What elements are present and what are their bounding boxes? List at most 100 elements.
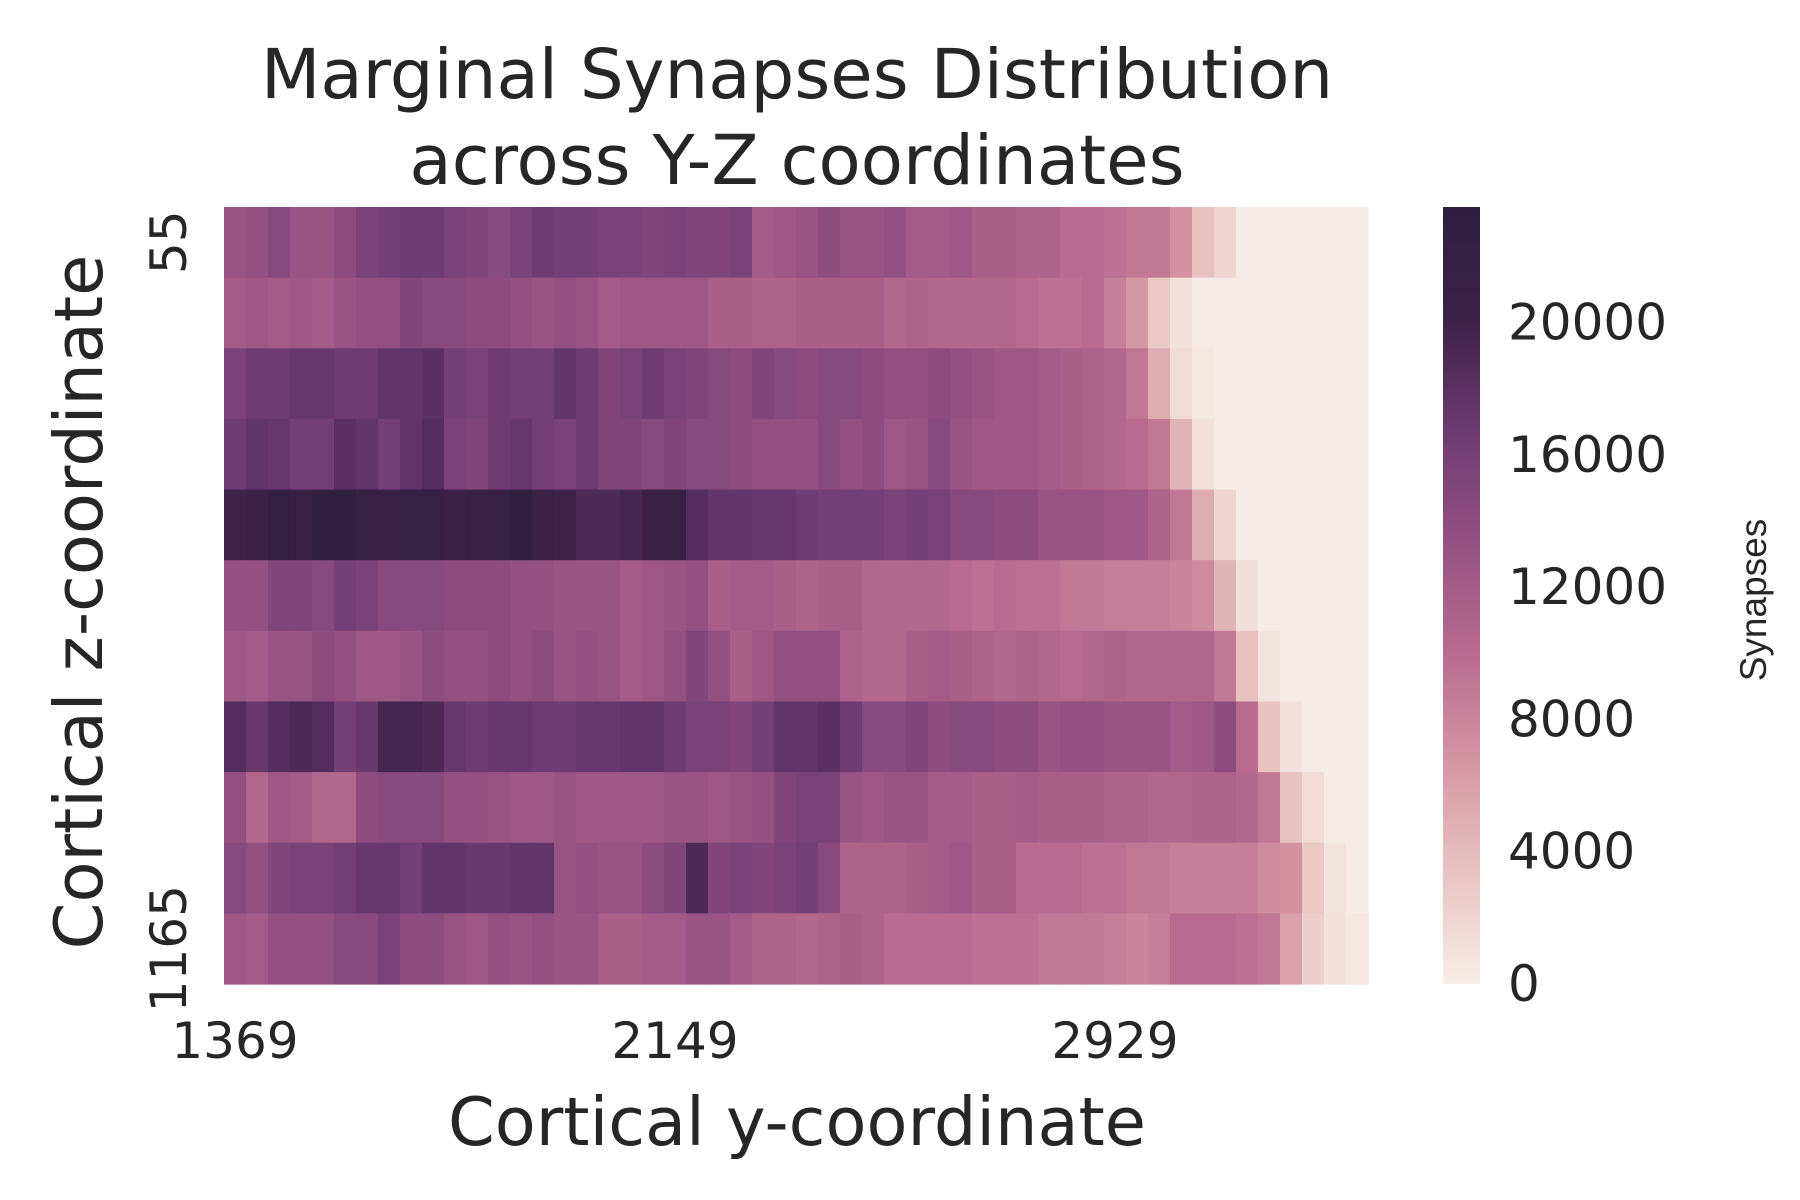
heatmap-cell: [466, 489, 489, 561]
heatmap-cell: [840, 701, 863, 773]
heatmap-cell: [928, 348, 951, 420]
heatmap-cell: [1126, 277, 1149, 349]
heatmap-cell: [928, 560, 951, 632]
heatmap-cell: [1236, 489, 1259, 561]
heatmap-cell: [1038, 418, 1061, 491]
heatmap-cell: [1082, 348, 1105, 420]
heatmap-cell: [664, 701, 687, 773]
heatmap-cell: [334, 630, 357, 703]
heatmap-cell: [906, 560, 929, 632]
heatmap-cell: [1192, 418, 1215, 491]
heatmap-cell: [422, 913, 445, 985]
heatmap-cell: [1170, 418, 1193, 491]
heatmap-cell: [730, 772, 753, 844]
heatmap-cell: [422, 560, 445, 632]
heatmap-cell: [730, 489, 753, 561]
heatmap-cell: [554, 277, 577, 349]
heatmap-cell: [796, 701, 819, 773]
heatmap-cell: [312, 913, 335, 985]
heatmap-cell: [1192, 842, 1215, 914]
heatmap-cell: [1170, 277, 1193, 349]
heatmap-cell: [444, 630, 467, 703]
heatmap-cell: [576, 842, 599, 914]
heatmap-cell: [818, 630, 841, 703]
heatmap-cell: [268, 842, 291, 914]
heatmap-cell: [884, 630, 907, 703]
heatmap-cell: [554, 348, 577, 420]
heatmap-cell: [1016, 560, 1039, 632]
heatmap-cell: [532, 913, 555, 985]
heatmap-cell: [444, 277, 467, 349]
heatmap-cell: [224, 630, 247, 703]
heatmap-cell: [1324, 348, 1347, 420]
heatmap-cell: [1302, 630, 1325, 703]
heatmap-cell: [554, 913, 577, 985]
heatmap-cell: [268, 913, 291, 985]
heatmap-cell: [796, 418, 819, 491]
heatmap-cell: [1170, 630, 1193, 703]
heatmap-cell: [312, 701, 335, 773]
heatmap-cell: [510, 560, 533, 632]
heatmap-cell: [818, 348, 841, 420]
heatmap-cell: [818, 842, 841, 914]
heatmap-cell: [1082, 489, 1105, 561]
heatmap-cell: [290, 772, 313, 844]
heatmap-cell: [1082, 418, 1105, 491]
heatmap-cell: [1258, 207, 1281, 279]
heatmap-cell: [1126, 630, 1149, 703]
heatmap-cell: [950, 348, 973, 420]
heatmap-cell: [928, 772, 951, 844]
x-tick-label: 2149: [611, 1012, 738, 1070]
heatmap-cell: [356, 348, 379, 420]
x-axis-ticks: 1369 2149 2929: [171, 1012, 1178, 1070]
heatmap-cell: [906, 630, 929, 703]
colorbar-tick-label: 0: [1508, 955, 1540, 1013]
colorbar-tick-label: 12000: [1508, 558, 1667, 616]
heatmap-cell: [400, 560, 423, 632]
heatmap-cell: [1192, 701, 1215, 773]
colorbar-tick-label: 8000: [1508, 691, 1635, 749]
heatmap-cell: [950, 207, 973, 279]
heatmap-cell: [620, 489, 643, 561]
heatmap-cell: [444, 207, 467, 279]
heatmap-cell: [1104, 701, 1127, 773]
heatmap-cell: [1148, 489, 1171, 561]
heatmap-cell: [972, 277, 995, 349]
heatmap-cell: [422, 207, 445, 279]
heatmap-cell: [1082, 560, 1105, 632]
heatmap-cell: [1060, 277, 1083, 349]
y-tick-label: 1165: [140, 885, 198, 1012]
heatmap-cell: [1346, 701, 1369, 773]
heatmap-cell: [334, 348, 357, 420]
heatmap-cell: [1302, 277, 1325, 349]
heatmap-cell: [1236, 842, 1259, 914]
heatmap-cell: [862, 772, 885, 844]
heatmap-cell: [840, 772, 863, 844]
heatmap-cell: [1236, 418, 1259, 491]
colorbar-tick-label: 16000: [1508, 426, 1667, 484]
heatmap-cell: [1104, 418, 1127, 491]
heatmap-cell: [708, 207, 731, 279]
heatmap-cell: [1082, 913, 1105, 985]
heatmap-cell: [1016, 772, 1039, 844]
heatmap-cell: [378, 772, 401, 844]
heatmap-cell: [1280, 913, 1303, 985]
heatmap-cell: [796, 207, 819, 279]
heatmap-cell: [928, 207, 951, 279]
heatmap-cell: [708, 913, 731, 985]
heatmap-cell: [796, 842, 819, 914]
x-tick-label: 1369: [171, 1012, 298, 1070]
heatmap-cell: [312, 277, 335, 349]
heatmap-cell: [1192, 630, 1215, 703]
heatmap-cell: [334, 842, 357, 914]
heatmap-cell: [576, 560, 599, 632]
heatmap-cell: [1148, 418, 1171, 491]
heatmap-cell: [1038, 772, 1061, 844]
heatmap-cell: [356, 207, 379, 279]
heatmap-cell: [1170, 207, 1193, 279]
heatmap-cell: [862, 418, 885, 491]
heatmap-cell: [1346, 842, 1369, 914]
heatmap-cell: [466, 207, 489, 279]
heatmap-cell: [1148, 207, 1171, 279]
